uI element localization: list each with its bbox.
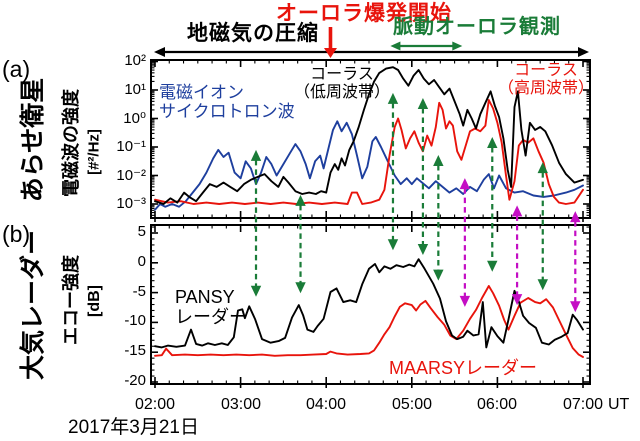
panel-b-ylabel: エコー強度 xyxy=(60,255,81,345)
panel-b-instrument-label: 大気レーダー xyxy=(19,229,47,381)
panel-b-yunit: [dB] xyxy=(86,285,104,317)
panel-b-ytick--15: -15 xyxy=(124,342,146,359)
legend-chorus-high: コーラス （高周波帯） xyxy=(494,62,598,98)
xtick-0400: 04:00 xyxy=(305,396,347,413)
legend-pansy: PANSY レーダー xyxy=(175,287,247,327)
annotation-geomagnetic-compression: 地磁気の圧縮 xyxy=(187,22,319,45)
panel-b-ytick-0: 0 xyxy=(137,253,146,270)
panel-a-ytick-1e0: 10⁰ xyxy=(123,110,146,127)
legend-pansy-line2: レーダー xyxy=(175,307,247,328)
panel-a-ylabel: 電磁波の強度 xyxy=(60,89,81,197)
panel-a-instrument-label: あらせ衛星 xyxy=(19,77,47,203)
panel-b-ytick--10: -10 xyxy=(124,312,146,329)
legend-chorus-low: コーラス （低周波帯） xyxy=(290,66,394,102)
legend-emic-wave: 電磁イオン サイクロトロン波 xyxy=(159,83,295,121)
legend-chorus-low-line2: （低周波帯） xyxy=(293,83,390,101)
legend-chorus-low-line1: コーラス xyxy=(310,66,374,83)
date-label: 2017年3月21日 xyxy=(68,417,199,438)
annotation-aurora-onset: オーロラ爆発開始 xyxy=(276,2,452,25)
legend-emic-line1: 電磁イオン xyxy=(159,83,244,102)
panel-a-tag: (a) xyxy=(2,56,31,82)
panel-a-ytick-1e-2: 10⁻² xyxy=(116,167,146,184)
panel-b-ytick--20: -20 xyxy=(124,372,146,389)
xtick-0700: 07:00 xyxy=(562,396,604,413)
xtick-0200: 02:00 xyxy=(134,396,176,413)
xtick-0300: 03:00 xyxy=(220,396,262,413)
panel-a-ytick-1e-3: 10⁻³ xyxy=(116,195,146,212)
panel-a-ytick-1e2: 10² xyxy=(124,52,146,69)
legend-pansy-line1: PANSY xyxy=(175,287,235,307)
legend-maarsy: MAARSYレーダー xyxy=(389,358,538,378)
legend-chorus-high-line1: コーラス xyxy=(514,62,578,79)
panel-a-yunit: [#²/Hz] xyxy=(85,129,103,175)
panel-b-tag: (b) xyxy=(2,221,31,247)
panel-b-ytick--5: -5 xyxy=(132,283,146,300)
legend-emic-line2: サイクロトロン波 xyxy=(159,102,295,122)
panel-a-ytick-1e1: 10¹ xyxy=(124,81,146,98)
xaxis-unit: UT xyxy=(608,396,630,413)
xtick-0600: 06:00 xyxy=(476,396,518,413)
annotation-pulsating-aurora: 脈動オーロラ観測 xyxy=(393,16,561,38)
panel-a-ytick-1e-1: 10⁻¹ xyxy=(116,138,146,155)
panel-b-ytick-5: 5 xyxy=(137,223,146,240)
xtick-0500: 05:00 xyxy=(391,396,433,413)
legend-chorus-high-line2: （高周波帯） xyxy=(497,79,594,97)
